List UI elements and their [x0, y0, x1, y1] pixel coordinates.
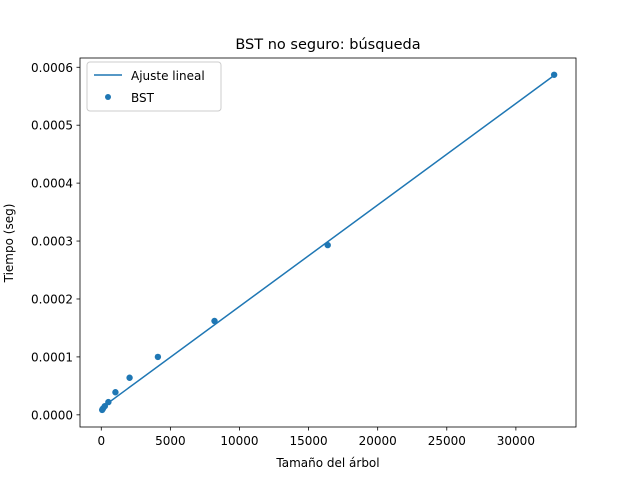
x-tick-label: 15000: [289, 434, 327, 448]
x-axis-label: Tamaño del árbol: [275, 456, 379, 470]
legend-marker-swatch: [105, 94, 111, 100]
data-point: [105, 398, 112, 406]
legend-label-bst: BST: [131, 91, 155, 105]
y-tick-label: 0.0001: [31, 350, 73, 364]
data-point: [112, 389, 119, 396]
x-tick-label: 10000: [220, 434, 258, 448]
data-point: [211, 317, 218, 325]
y-tick-label: 0.0006: [31, 61, 73, 75]
x-tick-label: 0: [97, 434, 105, 448]
chart-title: BST no seguro: búsqueda: [235, 37, 420, 53]
legend: Ajuste lineal BST: [86, 61, 222, 112]
y-axis: 0.0000 0.0001 0.0002 0.0003 0.0004 0.0005 0.00…: [31, 61, 80, 422]
x-tick-label: 30000: [497, 434, 535, 448]
fit-line: [100, 74, 555, 409]
y-tick-label: 0.0003: [31, 235, 73, 249]
y-tick-label: 0.0004: [31, 177, 73, 191]
data-point: [154, 353, 162, 361]
y-tick-label: 0.0000: [31, 408, 73, 422]
axes-frame: [79, 57, 577, 428]
y-tick-label: 0.0002: [31, 292, 73, 306]
y-tick-label: 0.0005: [31, 119, 73, 133]
y-axis-label: Tiempo (seg): [2, 204, 16, 284]
data-point: [324, 241, 331, 249]
x-tick-label: 25000: [428, 434, 466, 448]
x-axis: 0 5000 10000 15000 20000 25000 30000: [97, 427, 535, 448]
plot-area: [98, 71, 558, 414]
x-tick-label: 5000: [155, 434, 186, 448]
data-point: [126, 374, 133, 381]
legend-label-fit: Ajuste lineal: [131, 69, 205, 83]
data-point: [550, 71, 558, 78]
x-tick-label: 20000: [359, 434, 397, 448]
